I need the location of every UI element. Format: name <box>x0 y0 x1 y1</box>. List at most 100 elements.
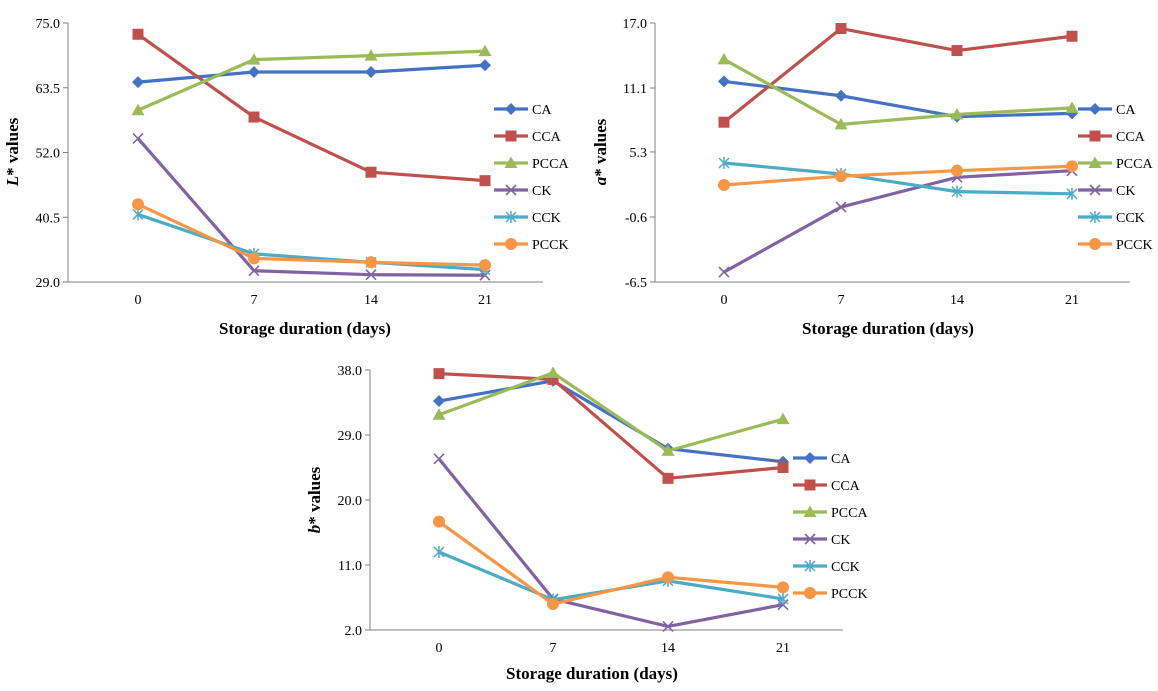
legend-marker-ck-stroke <box>1089 184 1101 196</box>
data-point-pcca <box>834 117 848 130</box>
data-point-ck <box>365 269 377 281</box>
series-line-pcck <box>137 202 486 267</box>
x-tick-label: 0 <box>721 293 728 308</box>
legend-marker-pcca <box>504 156 518 168</box>
y-tick-label: 38.0 <box>338 364 363 379</box>
legend-label-ca: CA <box>532 103 552 118</box>
data-point-cca <box>835 23 847 35</box>
series-cca <box>718 23 1078 128</box>
y-tick-label: 2.0 <box>345 624 363 639</box>
legend-label-ck: CK <box>1116 184 1135 199</box>
data-point-pcca <box>478 44 492 57</box>
legend-marker-ck <box>1089 184 1101 196</box>
data-point-pcck <box>547 598 559 610</box>
x-tick-label: 7 <box>251 293 258 308</box>
series-cck <box>132 208 491 276</box>
series-ca <box>433 374 789 468</box>
y-axis-title-rest: * values <box>3 117 22 175</box>
legend-label-cca: CCA <box>1116 130 1146 145</box>
data-point-cca <box>951 45 963 57</box>
legend-label-pcca: PCCA <box>831 506 868 521</box>
data-point-pcca <box>661 444 675 456</box>
y-tick-label: 11.0 <box>338 559 362 574</box>
data-point-pcca <box>247 53 261 65</box>
data-point-cck <box>1066 187 1078 200</box>
data-point-pcca <box>950 107 964 120</box>
x-tick-label: 14 <box>364 293 378 308</box>
legend-label-pcck: PCCK <box>1116 238 1153 253</box>
series-line-ck <box>723 169 1073 274</box>
legend-label-ca: CA <box>831 452 851 467</box>
series-ck <box>433 453 789 632</box>
data-point-pcca <box>717 52 731 65</box>
legend-marker-pcca <box>803 505 817 517</box>
series-line-ck <box>136 137 486 277</box>
legend-label-cck: CCK <box>831 560 860 575</box>
y-tick-label: 20.0 <box>338 494 363 509</box>
y-axis-title-rest: * values <box>305 466 324 524</box>
data-point-cca <box>433 368 445 380</box>
legend-marker-ck <box>505 184 517 196</box>
data-point-pcca <box>546 366 560 378</box>
series-pcck <box>433 515 789 610</box>
series-line-cck <box>723 161 1073 196</box>
y-axis-title: L* values <box>3 117 22 187</box>
data-point-cck <box>951 185 963 198</box>
legend-marker-pcck <box>804 587 816 599</box>
legend-marker-ck <box>804 533 816 545</box>
x-tick-label: 14 <box>950 293 964 308</box>
legend-marker-cca <box>1089 130 1101 142</box>
y-tick-label: 17.0 <box>623 17 648 32</box>
legend-marker-pcca <box>1088 156 1102 168</box>
y-axis-title: b* values <box>305 466 324 533</box>
series-pcca <box>432 366 790 456</box>
data-point-pcck <box>662 571 674 584</box>
x-axis-title: Storage duration (days) <box>802 319 974 338</box>
data-point-ck <box>718 266 730 278</box>
legend-marker-cck <box>505 211 517 223</box>
data-point-ck <box>248 265 260 277</box>
legend-marker-ck-stroke <box>804 533 816 545</box>
data-point-ck-stroke <box>248 265 260 277</box>
legend-marker-pcck <box>505 238 517 250</box>
data-point-cca <box>365 166 377 178</box>
x-tick-label: 0 <box>436 641 443 656</box>
series-line-ca <box>137 63 486 84</box>
data-point-ck-stroke <box>718 266 730 278</box>
data-point-cck <box>132 208 144 221</box>
legend-marker-ca <box>1089 103 1101 115</box>
data-point-cck <box>718 156 730 169</box>
series-pcca <box>131 44 492 116</box>
x-tick-label: 7 <box>550 641 557 656</box>
data-point-pcck <box>835 170 847 183</box>
data-point-pcck <box>132 198 144 211</box>
data-point-ck-stroke <box>365 269 377 281</box>
legend-label-ck: CK <box>831 533 850 548</box>
series-line-pcca <box>137 49 486 112</box>
series-line-pcck <box>723 164 1073 187</box>
data-point-cca <box>479 175 491 187</box>
legend-marker-cck <box>1089 211 1101 223</box>
data-point-pcck <box>1066 160 1078 173</box>
legend-marker-pcck <box>1089 238 1101 250</box>
series-line-ca <box>438 379 784 464</box>
legend: CA CCA PCCA CK CCK PCCK <box>1078 103 1153 253</box>
data-point-ck <box>662 620 674 632</box>
y-tick-label: 52.0 <box>36 147 61 162</box>
data-point-pcca <box>1065 101 1079 113</box>
series-line-pcck <box>438 520 784 606</box>
data-point-pcck <box>479 259 491 272</box>
legend-label-ck: CK <box>532 184 551 199</box>
data-point-ck <box>132 132 144 144</box>
data-point-ca <box>248 65 260 78</box>
legend: CA CCA PCCA CK CCK PCCK <box>494 103 569 253</box>
data-point-cca <box>1066 30 1078 42</box>
data-point-cca <box>718 116 730 128</box>
y-tick-label: -0.6 <box>625 211 647 226</box>
x-tick-label: 0 <box>135 293 142 308</box>
data-point-ca <box>835 89 847 102</box>
x-axis-title: Storage duration (days) <box>506 664 678 683</box>
x-tick-label: 21 <box>478 293 492 308</box>
data-point-cca <box>662 472 674 484</box>
